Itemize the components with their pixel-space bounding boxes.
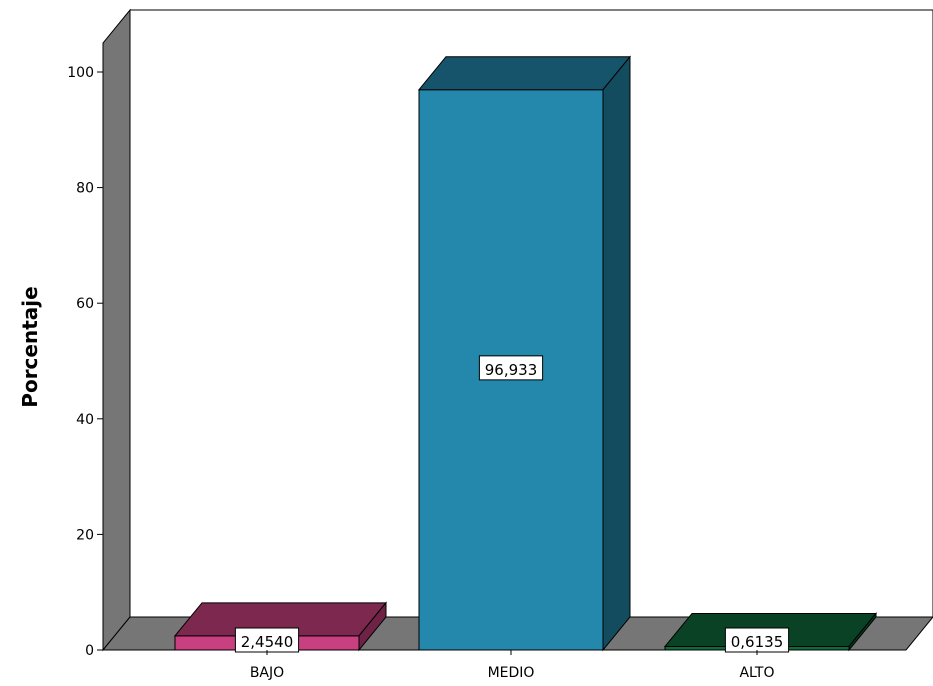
y-axis: 0 20 40 60 80 100 [67, 45, 104, 659]
y-tick-label: 60 [76, 296, 94, 312]
bars: 2,4540 96,933 0,6135 [173, 55, 878, 653]
y-tick-label: 80 [76, 181, 94, 197]
bar-side [358, 601, 387, 652]
x-tick-label: BAJO [250, 665, 284, 681]
data-label: 96,933 [478, 355, 544, 381]
side-wall [102, 8, 131, 652]
y-axis-title: Porcentaje [18, 286, 42, 407]
data-label: 0,6135 [724, 627, 790, 653]
bar-top [417, 56, 632, 91]
bar-alto: 0,6135 [663, 612, 878, 653]
data-label-box [478, 355, 544, 381]
bar-medio: 96,933 [417, 55, 632, 652]
x-tick-label: ALTO [739, 665, 774, 681]
bar-bajo: 2,4540 [173, 601, 388, 653]
data-label-box [724, 627, 790, 653]
y-tick-label: 20 [76, 527, 94, 543]
bar-side [848, 612, 877, 652]
y-tick-label: 100 [67, 65, 94, 81]
x-tick-label: MEDIO [488, 665, 535, 681]
x-axis-labels: BAJO MEDIO ALTO [250, 650, 775, 681]
bar-side [602, 55, 631, 652]
data-label-text: 96,933 [485, 361, 538, 379]
data-label-text: 0,6135 [731, 633, 784, 651]
y-tick-label: 40 [76, 412, 94, 428]
data-label: 2,4540 [234, 627, 300, 653]
data-label-text: 2,4540 [241, 633, 294, 651]
y-tick-label: 0 [85, 643, 94, 659]
